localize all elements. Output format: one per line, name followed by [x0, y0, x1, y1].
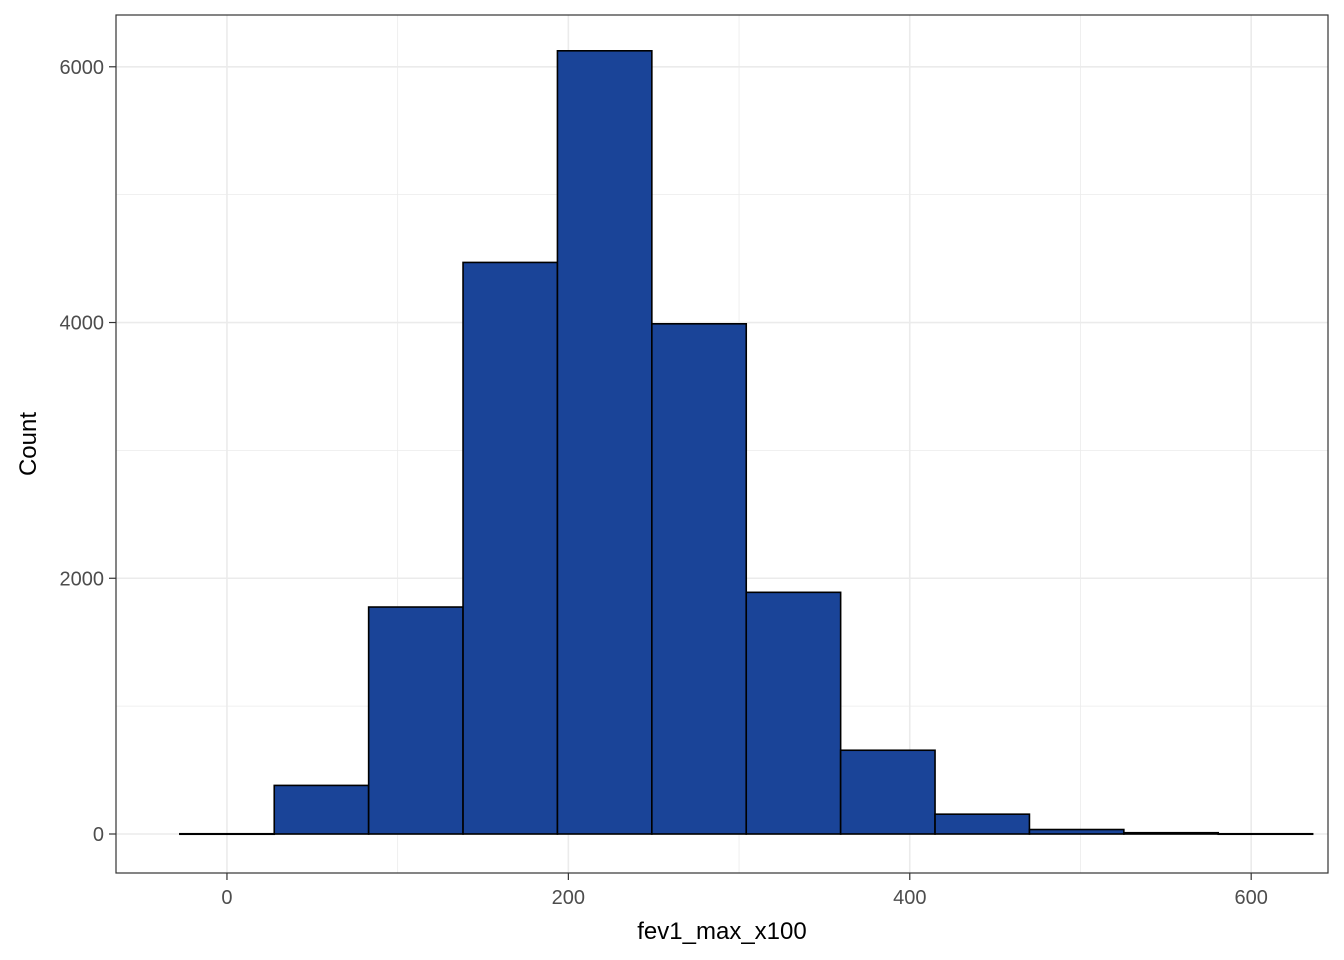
histogram-bar: [462, 261, 559, 835]
x-axis-ticks: 0 200 400 600: [221, 873, 1268, 909]
histogram-bar: [367, 606, 464, 835]
x-tick-label: 200: [552, 887, 585, 909]
histogram-bar: [179, 832, 276, 836]
histogram-bar: [651, 323, 748, 835]
histogram-bar: [1028, 828, 1125, 835]
x-axis-title: fev1_max_x100: [637, 918, 806, 945]
histogram-bar: [745, 591, 842, 835]
histogram-bar: [1217, 832, 1314, 836]
x-tick-label: 0: [221, 887, 232, 909]
histogram-bar: [839, 749, 936, 835]
y-tick-label: 2000: [60, 568, 105, 590]
y-tick-label: 0: [93, 824, 104, 846]
y-axis-title: Count: [15, 412, 42, 476]
panel-border: [115, 14, 1329, 874]
histogram-bar: [934, 813, 1031, 835]
x-tick-label: 600: [1234, 887, 1267, 909]
y-axis-ticks: 0 2000 4000 6000: [60, 57, 116, 846]
histogram-bars: [179, 50, 1314, 836]
histogram-bar: [273, 784, 370, 835]
y-tick-label: 4000: [60, 313, 105, 335]
x-tick-label: 400: [893, 887, 926, 909]
histogram-bar: [1123, 831, 1220, 835]
y-tick-label: 6000: [60, 57, 105, 79]
histogram-bar: [556, 50, 653, 835]
